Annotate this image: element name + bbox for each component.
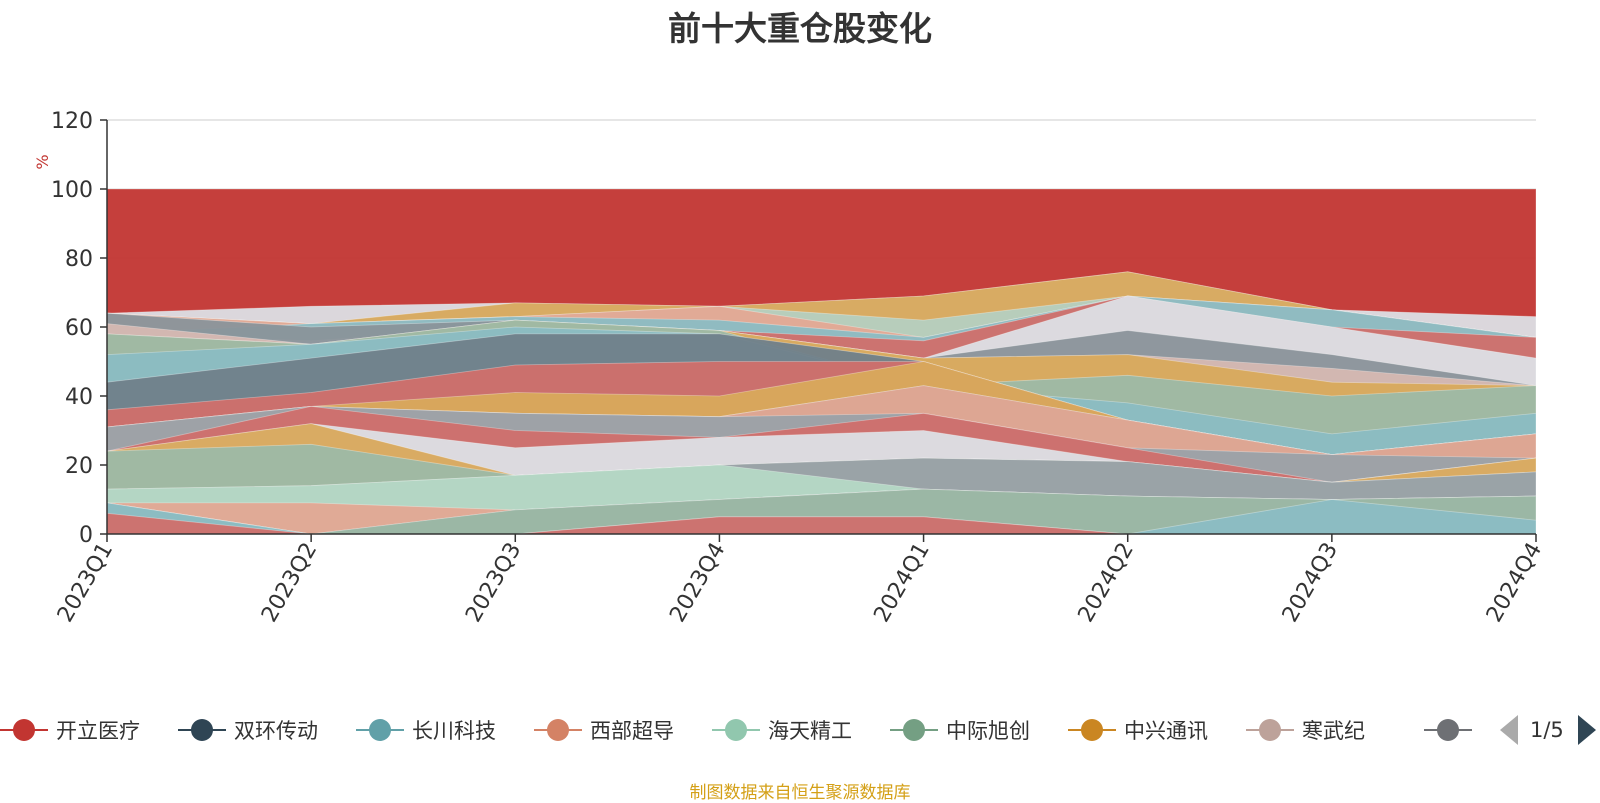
area-series — [106, 188, 1537, 535]
legend-marker-icon — [178, 718, 226, 742]
area-chart: 0 20 40 60 80 100 120 2023Q1 2023Q2 2023Q3 2023Q4 2… — [33, 109, 1547, 627]
y-tick-label: 0 — [79, 523, 93, 548]
legend-marker-icon — [356, 718, 404, 742]
legend-items: 开立医疗 双环传动 长川科技 西部超导 海天精工 中际旭创 中兴通讯 寒武纪 工业富联 — [0, 712, 1478, 748]
legend-prev-icon[interactable] — [1500, 715, 1518, 745]
legend-next-icon[interactable] — [1577, 715, 1596, 745]
x-tick-label: 2023Q3 — [461, 539, 526, 627]
legend: 开立医疗 双环传动 长川科技 西部超导 海天精工 中际旭创 中兴通讯 寒武纪 工业富联 — [0, 712, 1600, 748]
y-tick-label: 120 — [51, 109, 93, 134]
y-axis-label: % — [33, 154, 52, 169]
y-tick-label: 60 — [65, 316, 93, 341]
y-tick-label: 20 — [65, 454, 93, 479]
legend-item[interactable]: 中兴通讯 — [1068, 712, 1208, 748]
legend-marker-icon — [712, 718, 760, 742]
legend-item[interactable]: 工业富联 — [1424, 712, 1478, 748]
legend-pager: 1/5 — [1500, 712, 1596, 748]
legend-marker-icon — [0, 718, 48, 742]
legend-label: 双环传动 — [234, 719, 318, 743]
legend-marker-icon — [1068, 718, 1116, 742]
legend-label: 中兴通讯 — [1124, 719, 1208, 743]
x-tick-label: 2024Q2 — [1074, 539, 1139, 627]
y-tick-label: 80 — [65, 247, 93, 272]
legend-item[interactable]: 双环传动 — [178, 712, 318, 748]
y-tick-label: 40 — [65, 385, 93, 410]
legend-item[interactable]: 中际旭创 — [890, 712, 1030, 748]
legend-label: 长川科技 — [412, 719, 496, 743]
legend-marker-icon — [890, 718, 938, 742]
chart-title: 前十大重仓股变化 — [668, 9, 932, 48]
legend-item[interactable]: 长川科技 — [356, 712, 496, 748]
x-tick-label: 2024Q1 — [869, 539, 934, 627]
legend-marker-icon — [1246, 718, 1294, 742]
legend-label: 开立医疗 — [56, 719, 140, 743]
legend-item[interactable]: 寒武纪 — [1246, 712, 1365, 748]
legend-marker-icon — [1424, 718, 1472, 742]
legend-item[interactable]: 西部超导 — [534, 712, 674, 748]
legend-label: 寒武纪 — [1302, 719, 1365, 743]
x-tick-label: 2024Q4 — [1482, 539, 1547, 627]
data-source-note: 制图数据来自恒生聚源数据库 — [689, 783, 911, 803]
legend-marker-icon — [534, 718, 582, 742]
legend-label: 海天精工 — [768, 719, 852, 743]
x-tick-label: 2024Q3 — [1278, 539, 1343, 627]
legend-label: 中际旭创 — [946, 719, 1030, 743]
legend-page-indicator: 1/5 — [1530, 718, 1564, 742]
legend-item[interactable]: 开立医疗 — [0, 712, 140, 748]
legend-label: 西部超导 — [590, 719, 674, 743]
x-tick-label: 2023Q1 — [53, 539, 118, 627]
x-tick-label: 2023Q2 — [257, 539, 322, 627]
y-tick-label: 100 — [51, 178, 93, 203]
x-tick-label: 2023Q4 — [665, 539, 730, 627]
legend-item[interactable]: 海天精工 — [712, 712, 852, 748]
